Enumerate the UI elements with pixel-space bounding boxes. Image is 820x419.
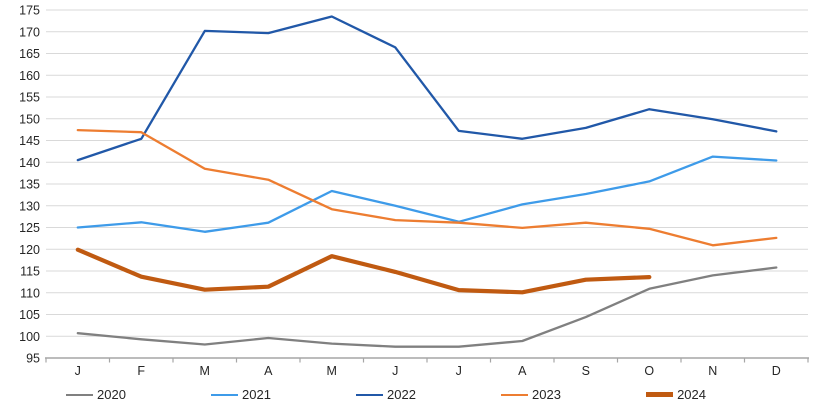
series-line-2023 (76, 128, 778, 247)
legend-label: 2023 (532, 387, 561, 402)
legend-item-2024: 2024 (646, 387, 706, 402)
legend-label: 2022 (387, 387, 416, 402)
x-axis-tick-label: S (582, 364, 590, 378)
x-axis-tick-label: J (75, 364, 81, 378)
y-axis-tick-label: 105 (19, 308, 40, 322)
legend-line-swatch-2024 (646, 392, 674, 397)
legend-item-2022: 2022 (356, 387, 416, 402)
legend-item-2023: 2023 (501, 387, 561, 402)
legend-item-2020: 2020 (66, 387, 126, 402)
x-axis-tick-label: M (327, 364, 337, 378)
y-axis-tick-label: 140 (19, 156, 40, 170)
series-line-2021 (76, 155, 778, 233)
x-axis-tick-label: F (137, 364, 145, 378)
y-axis-tick-label: 155 (19, 91, 40, 105)
x-axis-tick-label: O (644, 364, 654, 378)
series-line-2022 (76, 15, 778, 162)
x-axis-tick-label: D (772, 364, 781, 378)
y-axis-tick-label: 130 (19, 199, 40, 213)
legend-line-swatch-2020 (66, 393, 93, 396)
legend-label: 2020 (97, 387, 126, 402)
y-axis-tick-label: 150 (19, 112, 40, 126)
x-axis-tick-label: J (456, 364, 462, 378)
legend-label: 2021 (242, 387, 271, 402)
legend-line-swatch-2022 (356, 393, 384, 396)
x-axis-tick-label: J (392, 364, 398, 378)
series-line-2020 (76, 266, 778, 348)
y-axis-tick-label: 135 (19, 178, 40, 192)
y-axis-tick-label: 175 (19, 4, 40, 18)
y-axis-tick-label: 95 (26, 352, 40, 366)
x-axis-tick-label: A (264, 364, 273, 378)
y-axis-tick-label: 170 (19, 25, 40, 39)
y-axis-tick-label: 160 (19, 69, 40, 83)
y-axis-tick-label: 165 (19, 47, 40, 61)
y-axis-tick-label: 100 (19, 330, 40, 344)
x-axis-tick-label: M (200, 364, 210, 378)
y-axis-tick-label: 115 (20, 265, 40, 279)
legend: 2020 2021 2022 2023 2024 (66, 387, 706, 402)
legend-line-swatch-2021 (211, 393, 239, 396)
x-axis-tick-label: N (708, 364, 717, 378)
y-axis-tick-label: 125 (19, 221, 40, 235)
legend-item-2021: 2021 (211, 387, 271, 402)
y-axis-tick-label: 145 (19, 134, 40, 148)
x-axis-tick-label: A (518, 364, 527, 378)
series-line-2024 (75, 247, 652, 295)
legend-label: 2024 (677, 387, 706, 402)
y-axis-tick-label: 110 (20, 286, 40, 300)
y-axis-tick-label: 120 (19, 243, 40, 257)
legend-line-swatch-2023 (501, 393, 529, 396)
